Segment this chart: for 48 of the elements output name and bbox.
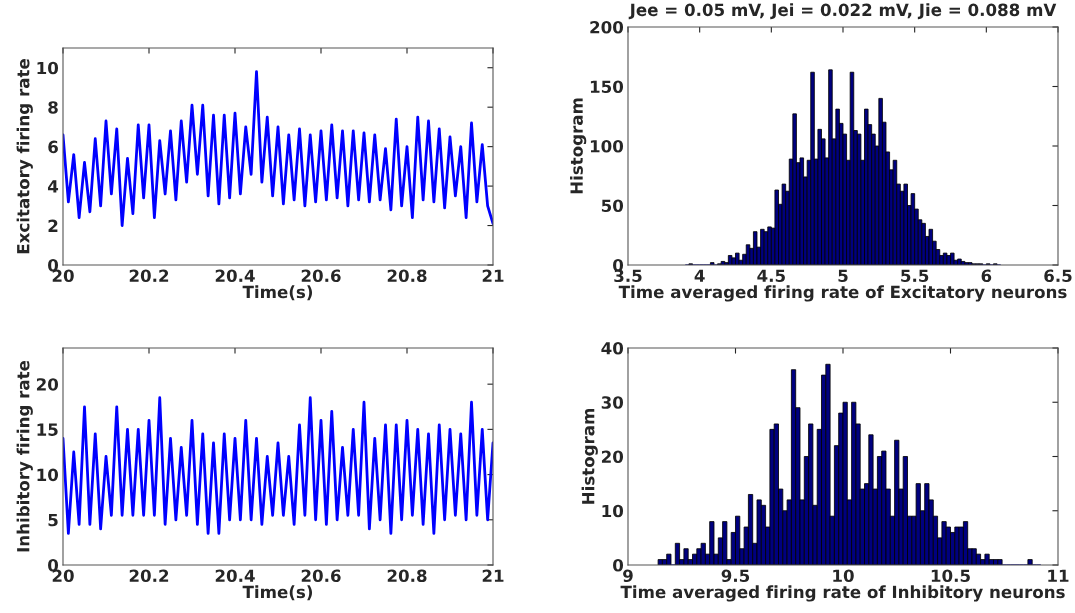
x-tick-label: 5.5 bbox=[901, 269, 929, 283]
x-tick-label: 21 bbox=[482, 569, 504, 582]
y-tick-label: 100 bbox=[590, 139, 624, 153]
y-tick-label: 15 bbox=[37, 423, 58, 436]
y-tick-label: 30 bbox=[601, 396, 624, 409]
x-tick-label: 20.6 bbox=[301, 569, 341, 583]
y-tick-label: 8 bbox=[48, 101, 58, 114]
x-tick-label: 20.2 bbox=[129, 569, 169, 583]
x-tick-label: 6 bbox=[981, 269, 992, 283]
x-tick-label: 9 bbox=[623, 569, 633, 583]
x-tick-label: 4 bbox=[694, 269, 705, 282]
x-tick-label: 20.8 bbox=[387, 569, 427, 583]
y-tick-label: 200 bbox=[590, 20, 624, 34]
x-tick-label: 10.5 bbox=[931, 569, 970, 583]
y-tick-label: 5 bbox=[48, 513, 58, 527]
x-tick-label: 11 bbox=[1048, 569, 1069, 582]
y-tick-label: 0 bbox=[613, 558, 624, 572]
y-tick-label: 10 bbox=[602, 504, 624, 518]
x-tick-label: 20.8 bbox=[387, 269, 427, 283]
y-tick-label: 6 bbox=[48, 140, 58, 154]
y-tick-label: 10 bbox=[37, 61, 59, 75]
y-tick-label: 40 bbox=[601, 341, 624, 355]
y-tick-label: 4 bbox=[47, 180, 59, 193]
y-axis-title: Histogram bbox=[581, 408, 598, 504]
x-axis-title: Time(s) bbox=[242, 585, 313, 601]
y-tick-label: 50 bbox=[601, 199, 624, 213]
y-tick-label: 2 bbox=[48, 219, 58, 232]
x-tick-label: 20.2 bbox=[129, 269, 169, 283]
x-tick-label: 20.4 bbox=[215, 269, 255, 283]
x-tick-label: 5 bbox=[838, 269, 848, 283]
x-tick-label: 20.6 bbox=[301, 269, 341, 283]
x-tick-label: 20.4 bbox=[215, 569, 255, 583]
chart-title: Jee = 0.05 mV, Jei = 0.022 mV, Jie = 0.088 mV bbox=[628, 3, 1057, 20]
x-axis-title: Time averaged firing rate of Inhibitory neurons bbox=[620, 585, 1065, 602]
x-axis-title: Time averaged firing rate of Excitatory neurons bbox=[618, 285, 1067, 302]
y-tick-label: 150 bbox=[590, 80, 624, 94]
x-tick-label: 9.5 bbox=[721, 569, 750, 583]
y-tick-label: 20 bbox=[601, 450, 624, 464]
y-axis-title: Inhibitory firing rate bbox=[16, 360, 33, 552]
y-axis-title: Excitatory firing rate bbox=[16, 59, 33, 254]
x-tick-label: 10 bbox=[833, 569, 854, 583]
x-tick-label: 6.5 bbox=[1044, 269, 1072, 283]
x-axis-title: Time(s) bbox=[242, 285, 313, 301]
x-tick-label: 4.5 bbox=[757, 269, 785, 283]
y-tick-label: 10 bbox=[37, 468, 59, 482]
y-axis-title: Histogram bbox=[570, 98, 587, 194]
x-tick-label: 21 bbox=[482, 269, 504, 282]
y-tick-label: 20 bbox=[36, 378, 59, 391]
